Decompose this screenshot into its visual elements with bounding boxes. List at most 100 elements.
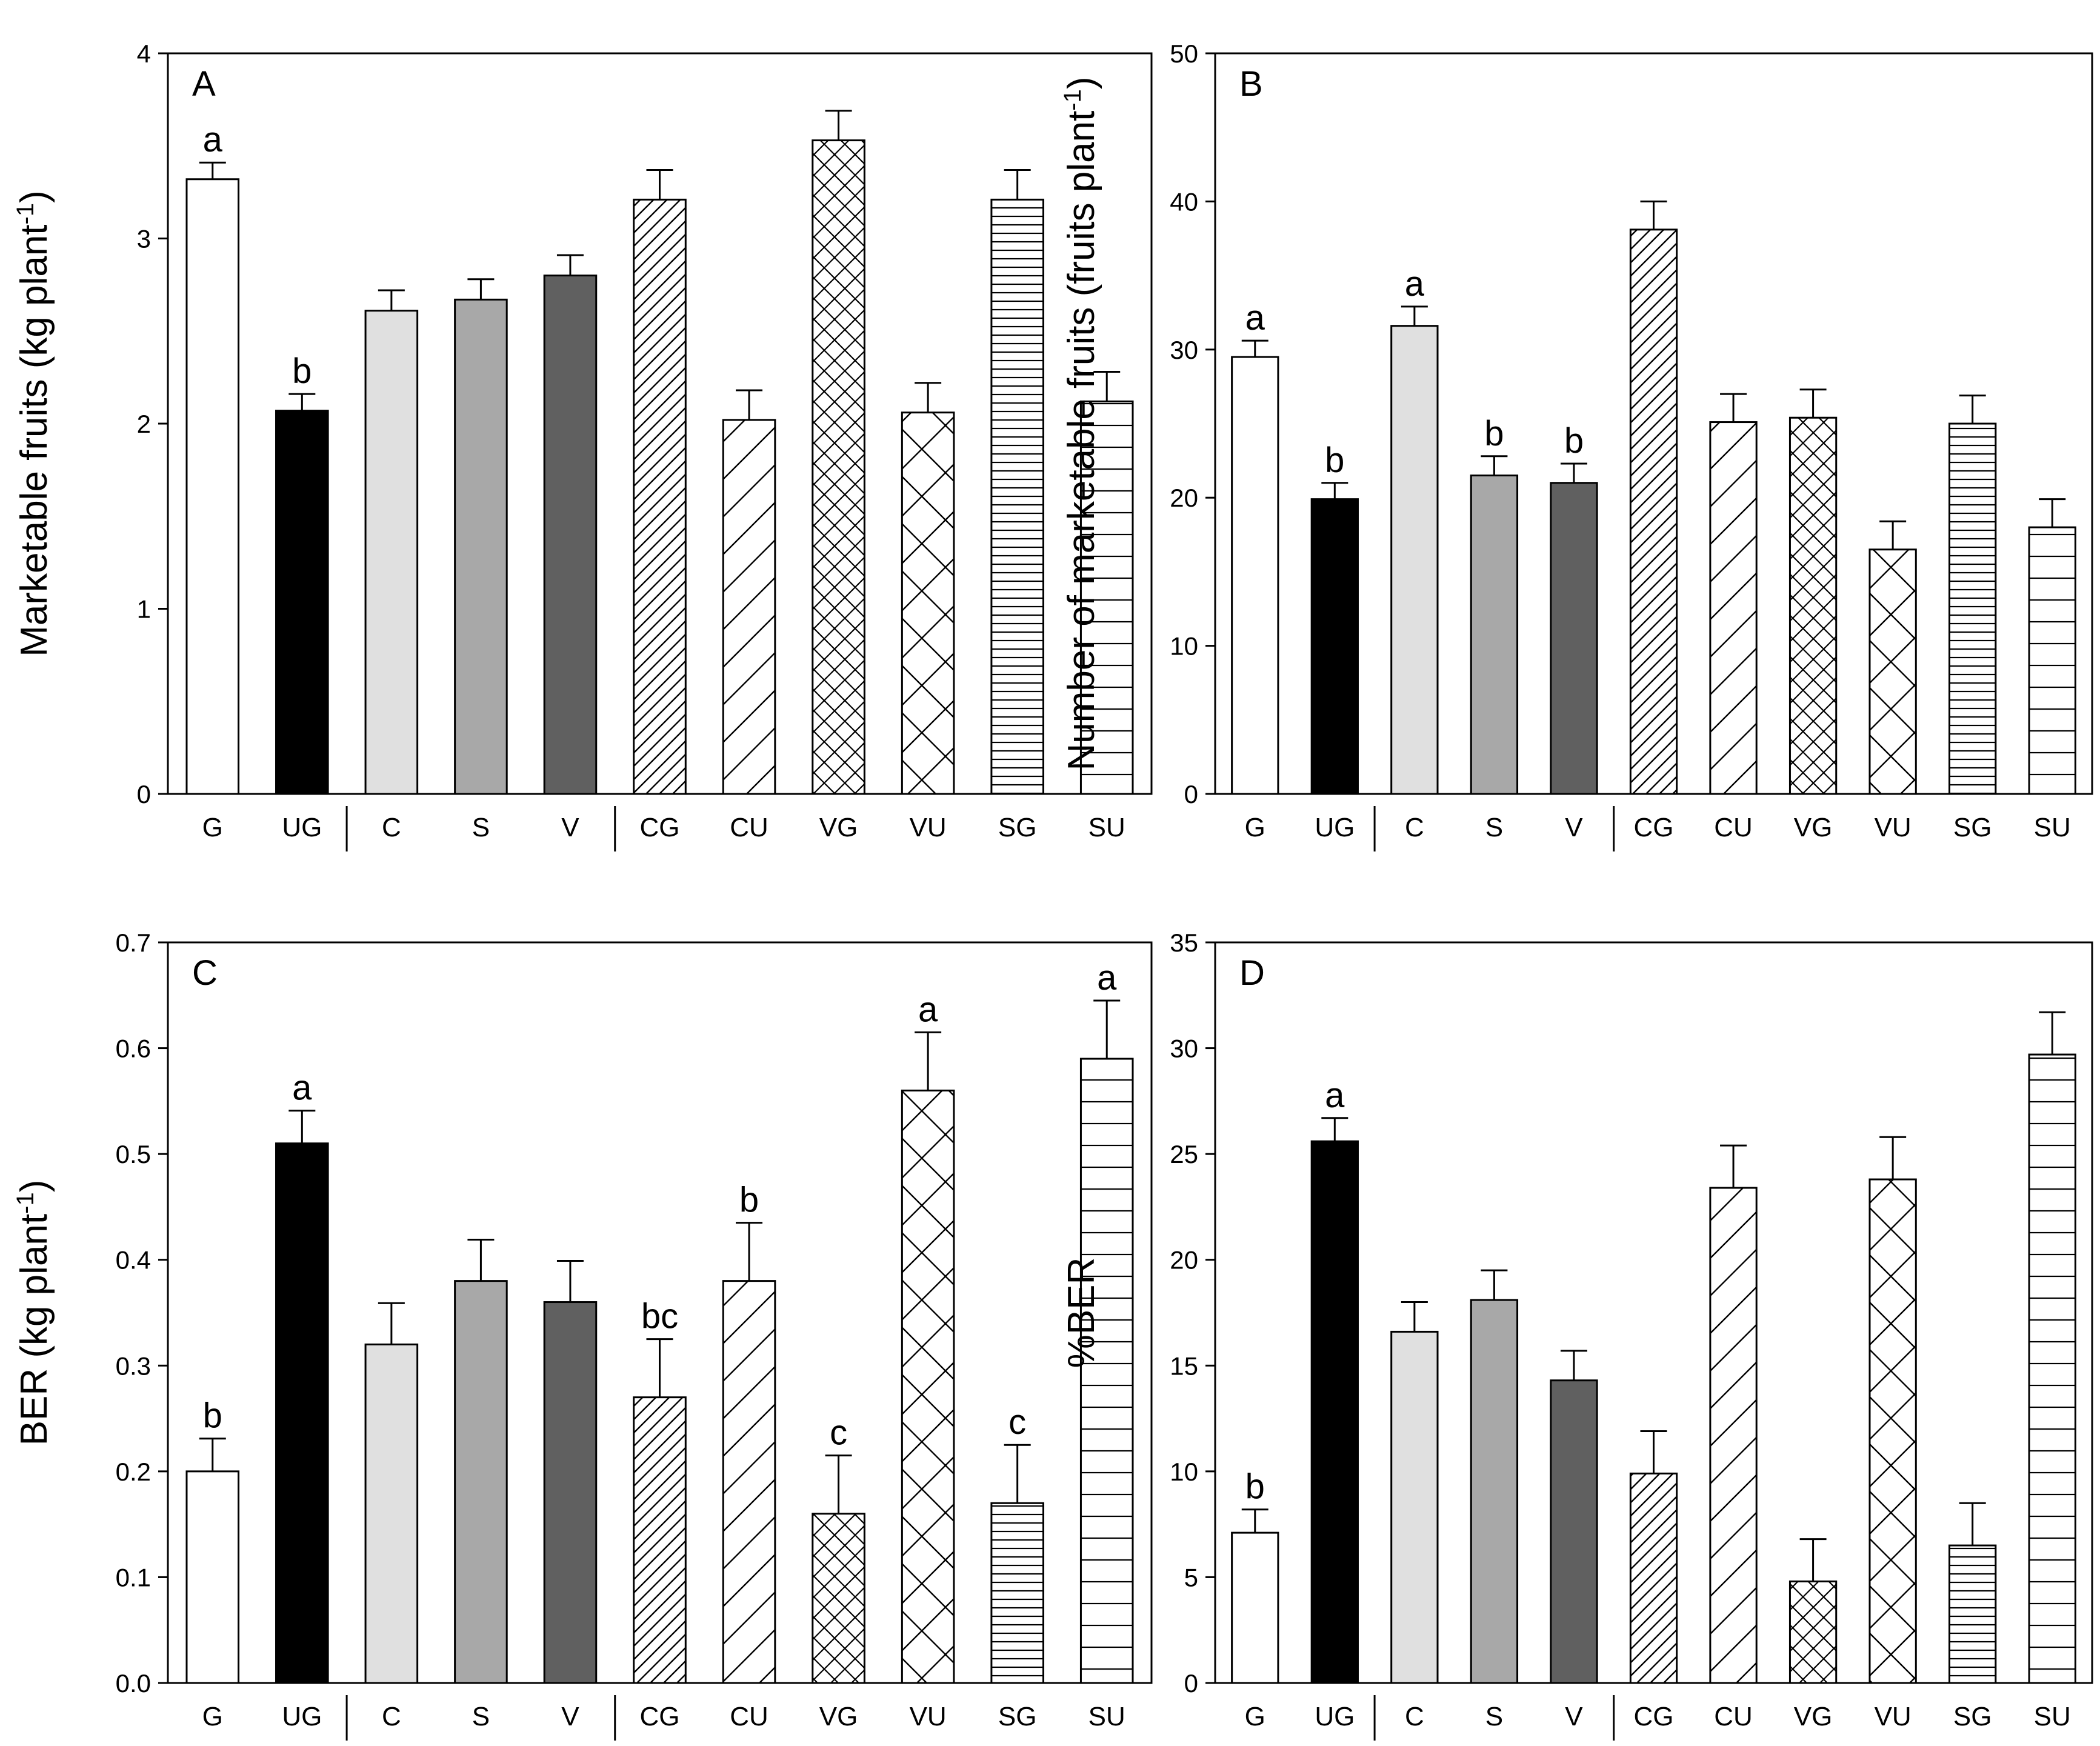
significance-letter-G: a	[203, 120, 223, 159]
y-axis-title-close: )	[13, 1180, 55, 1193]
x-tick-label-CG: CG	[1634, 1702, 1674, 1731]
bar-S	[454, 298, 508, 795]
x-tick-label-SU: SU	[2034, 1702, 2071, 1731]
bar-SG	[1948, 1544, 1997, 1684]
x-tick-label-CG: CG	[1634, 813, 1674, 842]
bar-SG	[1948, 422, 1997, 795]
bar-CU	[1709, 421, 1758, 795]
x-tick-label-SG: SG	[1953, 1702, 1992, 1731]
panel-A: 0 1 2 3 4 a Gb UG C S V CG CU VG VU SG SU A Marketable fru…	[12, 39, 1153, 851]
y-tick-label: 30	[1170, 1035, 1198, 1063]
x-tick-label-VG: VG	[1794, 1702, 1833, 1731]
y-axis-title-main: Marketable fruits (kg plant	[13, 224, 55, 656]
x-tick-label-CU: CU	[730, 1702, 768, 1731]
y-tick-label: 4	[137, 39, 151, 68]
significance-letter-C: a	[1405, 264, 1425, 304]
y-tick-label: 0.5	[116, 1140, 151, 1168]
bar-UG	[275, 1142, 329, 1684]
bar-S	[1470, 475, 1519, 795]
panel-label: B	[1239, 64, 1263, 104]
significance-letter-UG: b	[292, 352, 312, 391]
x-tick-label-SU: SU	[1088, 813, 1125, 842]
bar-VG	[812, 139, 865, 795]
significance-letter-VG: c	[830, 1413, 847, 1453]
bar-G	[1231, 1531, 1279, 1684]
x-tick-label-CG: CG	[640, 1702, 680, 1731]
significance-letter-VU: a	[918, 990, 938, 1029]
x-tick-label-VU: VU	[1875, 813, 1912, 842]
y-axis-title: Marketable fruits (kg plant-1)	[12, 190, 55, 657]
y-tick-label: 0.1	[116, 1563, 151, 1591]
bar-G	[1231, 356, 1279, 795]
bar-CU	[722, 419, 776, 795]
x-tick-label-G: G	[202, 1702, 223, 1731]
x-tick-label-CG: CG	[640, 813, 680, 842]
x-tick-label-V: V	[561, 1702, 579, 1731]
bar-CG	[633, 1396, 687, 1684]
y-axis-title-main: %BER	[1061, 1258, 1102, 1368]
x-tick-label-S: S	[1485, 1702, 1503, 1731]
x-tick-label-UG: UG	[282, 813, 322, 842]
y-tick-label: 0.0	[116, 1669, 151, 1698]
x-tick-label-V: V	[561, 813, 579, 842]
y-axis-title-main: BER (kg plant	[13, 1214, 55, 1446]
x-tick-label-SG: SG	[1953, 813, 1992, 842]
bar-G	[185, 1470, 240, 1684]
bar-V	[543, 275, 598, 795]
x-tick-label-UG: UG	[282, 1702, 322, 1731]
y-tick-label: 0	[137, 780, 151, 808]
x-tick-label-SU: SU	[2034, 813, 2071, 842]
panel-label: C	[192, 953, 218, 993]
panel-C: 0.0 0.1 0.2 0.3 0.4 0.5 0.6 0.7 b Ga UG C S Vbc CG b CU c…	[12, 928, 1153, 1741]
bar-SU	[1079, 1058, 1134, 1684]
y-tick-label: 25	[1170, 1140, 1198, 1168]
bar-VU	[1868, 548, 1917, 795]
bar-CU	[1709, 1187, 1758, 1684]
bar-CG	[1629, 228, 1678, 795]
x-tick-label-VG: VG	[819, 1702, 858, 1731]
significance-letter-S: b	[1484, 414, 1504, 453]
significance-letter-UG: a	[1325, 1076, 1345, 1115]
bar-VG	[1788, 1580, 1838, 1684]
panel-D: 0 5 10 15 20 25 30 35 b Ga UG C S V CG CU VG VU SG SU D %BER	[1061, 928, 2093, 1741]
y-tick-label: 0.7	[116, 928, 151, 957]
bar-UG	[1310, 1140, 1359, 1684]
bar-SG	[990, 1502, 1044, 1684]
y-axis-title-superscript: -1	[12, 203, 39, 225]
bar-V	[1550, 1379, 1598, 1684]
bar-C	[1390, 325, 1439, 795]
x-tick-label-CU: CU	[1714, 813, 1753, 842]
significance-letter-SG: c	[1008, 1402, 1026, 1442]
bar-SU	[2028, 1053, 2076, 1684]
x-tick-label-SG: SG	[998, 813, 1037, 842]
y-tick-label: 3	[137, 225, 151, 253]
y-axis-title-close: )	[1061, 76, 1102, 89]
bar-CG	[1629, 1472, 1678, 1684]
y-tick-label: 0.6	[116, 1035, 151, 1063]
panel-label: D	[1239, 953, 1265, 993]
bar-VG	[1788, 416, 1838, 795]
x-tick-label-C: C	[1405, 1702, 1424, 1731]
y-tick-label: 10	[1170, 632, 1198, 661]
x-tick-label-C: C	[1405, 813, 1424, 842]
x-tick-label-G: G	[1245, 813, 1265, 842]
significance-letter-G: a	[1245, 298, 1265, 338]
bar-C	[1390, 1330, 1439, 1684]
x-tick-label-G: G	[1245, 1702, 1265, 1731]
bar-G	[185, 178, 240, 795]
bar-C	[364, 310, 419, 795]
y-tick-label: 20	[1170, 484, 1198, 512]
y-tick-label: 0.4	[116, 1246, 151, 1275]
bar-S	[1470, 1299, 1519, 1684]
bar-VU	[901, 1089, 955, 1684]
bar-UG	[1310, 498, 1359, 795]
x-tick-label-S: S	[1485, 813, 1503, 842]
y-tick-label: 1	[137, 595, 151, 624]
bar-VG	[812, 1513, 865, 1684]
x-tick-label-VU: VU	[1875, 1702, 1912, 1731]
significance-letter-SU: a	[1097, 958, 1117, 998]
y-tick-label: 0.2	[116, 1458, 151, 1486]
x-tick-label-VU: VU	[910, 813, 947, 842]
bar-V	[543, 1301, 598, 1684]
x-tick-label-V: V	[1565, 1702, 1583, 1731]
